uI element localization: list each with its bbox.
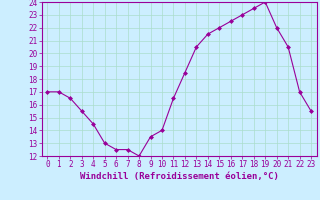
- X-axis label: Windchill (Refroidissement éolien,°C): Windchill (Refroidissement éolien,°C): [80, 172, 279, 181]
